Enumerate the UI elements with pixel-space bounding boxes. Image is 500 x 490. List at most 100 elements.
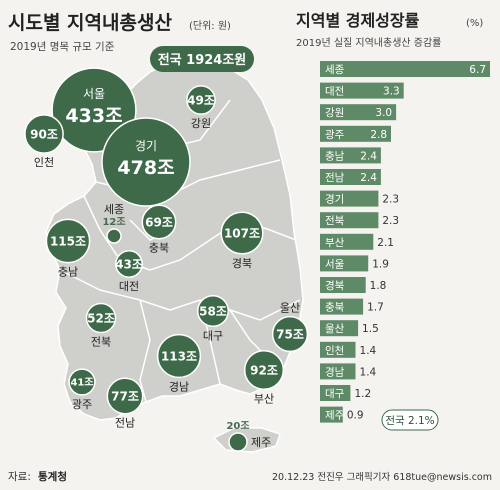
bubble-name-서울: 서울 [83, 87, 105, 101]
bubble-경기 [101, 117, 191, 207]
bar-value-세종: 6.7 [469, 64, 486, 76]
bubble-대전 [115, 250, 143, 278]
bar-value-부산: 2.1 [377, 237, 394, 249]
bar-label-울산: 울산 [325, 323, 345, 335]
bubble-전북 [85, 302, 117, 334]
bubble-name-전북: 전북 [91, 336, 111, 349]
right-title: 지역별 경제성장률 [296, 11, 420, 30]
bar-경기 [320, 190, 379, 207]
bar-value-광주: 2.8 [370, 129, 387, 141]
source-label: 자료: [8, 471, 31, 483]
bubble-제주 [228, 432, 248, 452]
bubble-value-충남: 115조 [50, 234, 86, 248]
bar-충북 [320, 298, 364, 315]
growth-bars: 세종 6.7 대전 3.3 강원 3.0 광주 2.8 충남 2.4 전남 2.4 경기 2.3 전북 2.3… [320, 61, 490, 423]
bubble-value-울산: 75조 [276, 327, 304, 341]
bar-value-전남: 2.4 [360, 172, 377, 184]
bubble-value-제주: 20조 [226, 420, 249, 432]
bubble-value-경북: 107조 [224, 226, 260, 240]
right-unit: (%) [466, 18, 483, 29]
bar-value-대전: 3.3 [383, 86, 400, 98]
bar-value-인천: 1.4 [360, 345, 377, 357]
bubble-value-전남: 77조 [111, 389, 139, 403]
bar-label-경기: 경기 [325, 193, 344, 206]
bubble-value-경남: 113조 [161, 349, 197, 363]
bubble-name-인천: 인천 [34, 155, 54, 169]
bubble-value-세종: 12조 [102, 216, 125, 228]
bar-label-강원: 강원 [325, 107, 344, 119]
bar-value-경남: 1.4 [360, 366, 377, 378]
bar-label-충남: 충남 [325, 150, 345, 162]
bar-인천 [320, 341, 356, 358]
national-reference: 전국 2.1% [381, 409, 439, 431]
bubble-name-경북: 경북 [232, 257, 252, 270]
bar-전남 [320, 169, 381, 185]
bubble-name-강원: 강원 [191, 117, 211, 130]
bubble-name-대구: 대구 [203, 329, 223, 342]
left-subtitle: 2019년 명목 규모 기준 [10, 41, 115, 53]
bubble-전남 [106, 377, 144, 415]
bubble-name-제주: 제주 [251, 436, 271, 449]
bubble-name-충북: 충북 [149, 242, 169, 255]
bubble-value-강원: 49조 [187, 93, 215, 107]
bar-value-강원: 3.0 [375, 107, 392, 119]
bubble-value-전북: 52조 [87, 311, 115, 325]
bar-대전 [320, 82, 404, 99]
bar-label-광주: 광주 [325, 129, 345, 141]
source-name: 통계청 [38, 470, 67, 483]
bar-광주 [320, 125, 391, 142]
bubble-value-경기: 478조 [117, 157, 174, 179]
bubble-name-대전: 대전 [119, 280, 139, 293]
bubble-value-대구: 58조 [199, 304, 227, 318]
bar-label-세종: 세종 [325, 64, 345, 76]
bubble-광주 [68, 368, 96, 396]
national-badge [150, 46, 254, 72]
bar-경남 [320, 363, 356, 380]
bar-label-제주: 제주 [325, 410, 345, 422]
bubble-name-광주: 광주 [72, 398, 92, 411]
bubble-name-울산: 울산 [280, 302, 300, 315]
bubble-울산 [271, 315, 309, 353]
national-reference-label: 전국 2.1% [385, 415, 434, 427]
national-reference-box [381, 409, 439, 431]
bar-울산 [320, 320, 359, 337]
bar-label-대구: 대구 [325, 388, 345, 400]
bar-value-경기: 2.3 [382, 194, 399, 206]
bar-제주 [320, 406, 343, 423]
bubble-강원 [186, 85, 216, 115]
bar-label-경북: 경북 [325, 279, 345, 292]
bubble-value-충북: 69조 [145, 215, 173, 229]
bar-전북 [320, 212, 379, 229]
bubble-인천 [24, 114, 64, 154]
bar-value-제주: 0.9 [347, 410, 364, 422]
bar-대구 [320, 385, 351, 401]
bubble-value-대전: 43조 [115, 257, 143, 271]
right-subtitle: 2019년 실질 지역내총생산 증감률 [296, 37, 441, 49]
bar-충남 [320, 147, 381, 164]
bubble-경북 [220, 211, 264, 255]
bar-value-경북: 1.8 [370, 280, 387, 292]
left-unit: (단위: 원) [189, 19, 231, 32]
bar-value-충남: 2.4 [360, 150, 377, 162]
bar-세종 [320, 61, 490, 77]
bar-서울 [320, 255, 369, 272]
bar-label-인천: 인천 [325, 345, 344, 357]
bar-value-충북: 1.7 [367, 302, 384, 314]
bar-value-전북: 2.3 [382, 215, 399, 227]
bar-label-충북: 충북 [325, 302, 345, 314]
bar-label-대전: 대전 [325, 86, 344, 98]
bar-value-대구: 1.2 [354, 388, 371, 400]
bar-label-부산: 부산 [325, 237, 345, 249]
bubble-value-광주: 41조 [70, 377, 93, 389]
bar-label-경남: 경남 [325, 365, 345, 378]
credit: 20.12.23 전진우 그래픽기자 618tue@newsis.com [272, 472, 492, 483]
bar-label-전북: 전북 [325, 215, 345, 227]
bar-label-전남: 전남 [325, 172, 345, 184]
bubble-세종 [106, 228, 122, 244]
bubble-value-부산: 92조 [250, 363, 278, 377]
bar-강원 [320, 104, 397, 121]
bubble-name-충남: 충남 [58, 266, 78, 279]
